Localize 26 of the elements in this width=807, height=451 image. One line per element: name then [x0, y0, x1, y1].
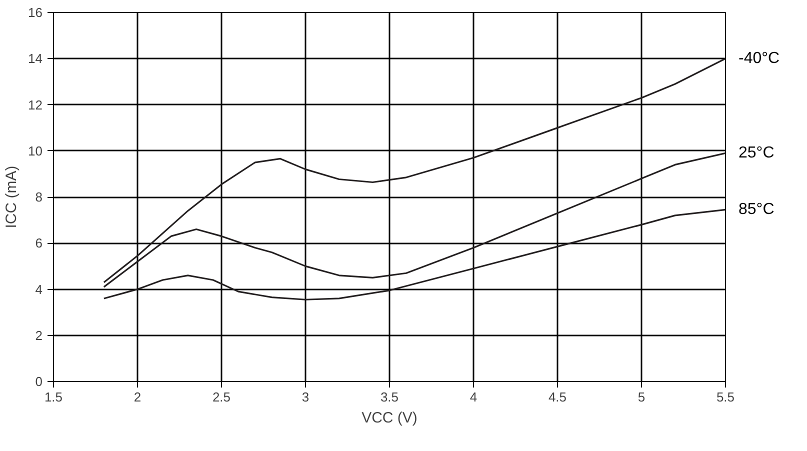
y-tick-label: 8: [35, 190, 43, 204]
y-tick-label: 12: [28, 97, 43, 112]
series-label: 25°C: [738, 144, 774, 162]
line-series: [103, 152, 726, 288]
y-tick-label: 10: [28, 143, 43, 158]
y-tick-label: 6: [35, 236, 43, 251]
y-tick-label: 2: [35, 328, 43, 343]
x-tick-label: 4.5: [548, 390, 567, 404]
series-label: 85°C: [738, 201, 774, 218]
x-tick-label: 1.5: [44, 390, 63, 404]
x-tick-label: 4: [470, 390, 478, 404]
y-tick-label: 16: [28, 5, 43, 20]
y-tick-label: 0: [35, 374, 43, 389]
line-series: [103, 208, 726, 300]
x-tick-label: 5.5: [716, 390, 735, 404]
y-tick-label: 14: [28, 51, 43, 66]
line-series: [103, 58, 726, 284]
x-tick-label: 2.5: [212, 390, 231, 404]
x-tick-label: 3: [302, 390, 310, 404]
series-label: -40°C: [738, 50, 780, 68]
x-tick-label: 3.5: [380, 390, 399, 404]
y-axis-title: ICC (mA): [3, 166, 20, 228]
x-tick-label: 2: [134, 390, 142, 404]
y-tick-label: 4: [35, 282, 43, 297]
x-tick-label: 5: [638, 390, 646, 404]
x-axis-title: VCC (V): [362, 410, 418, 426]
